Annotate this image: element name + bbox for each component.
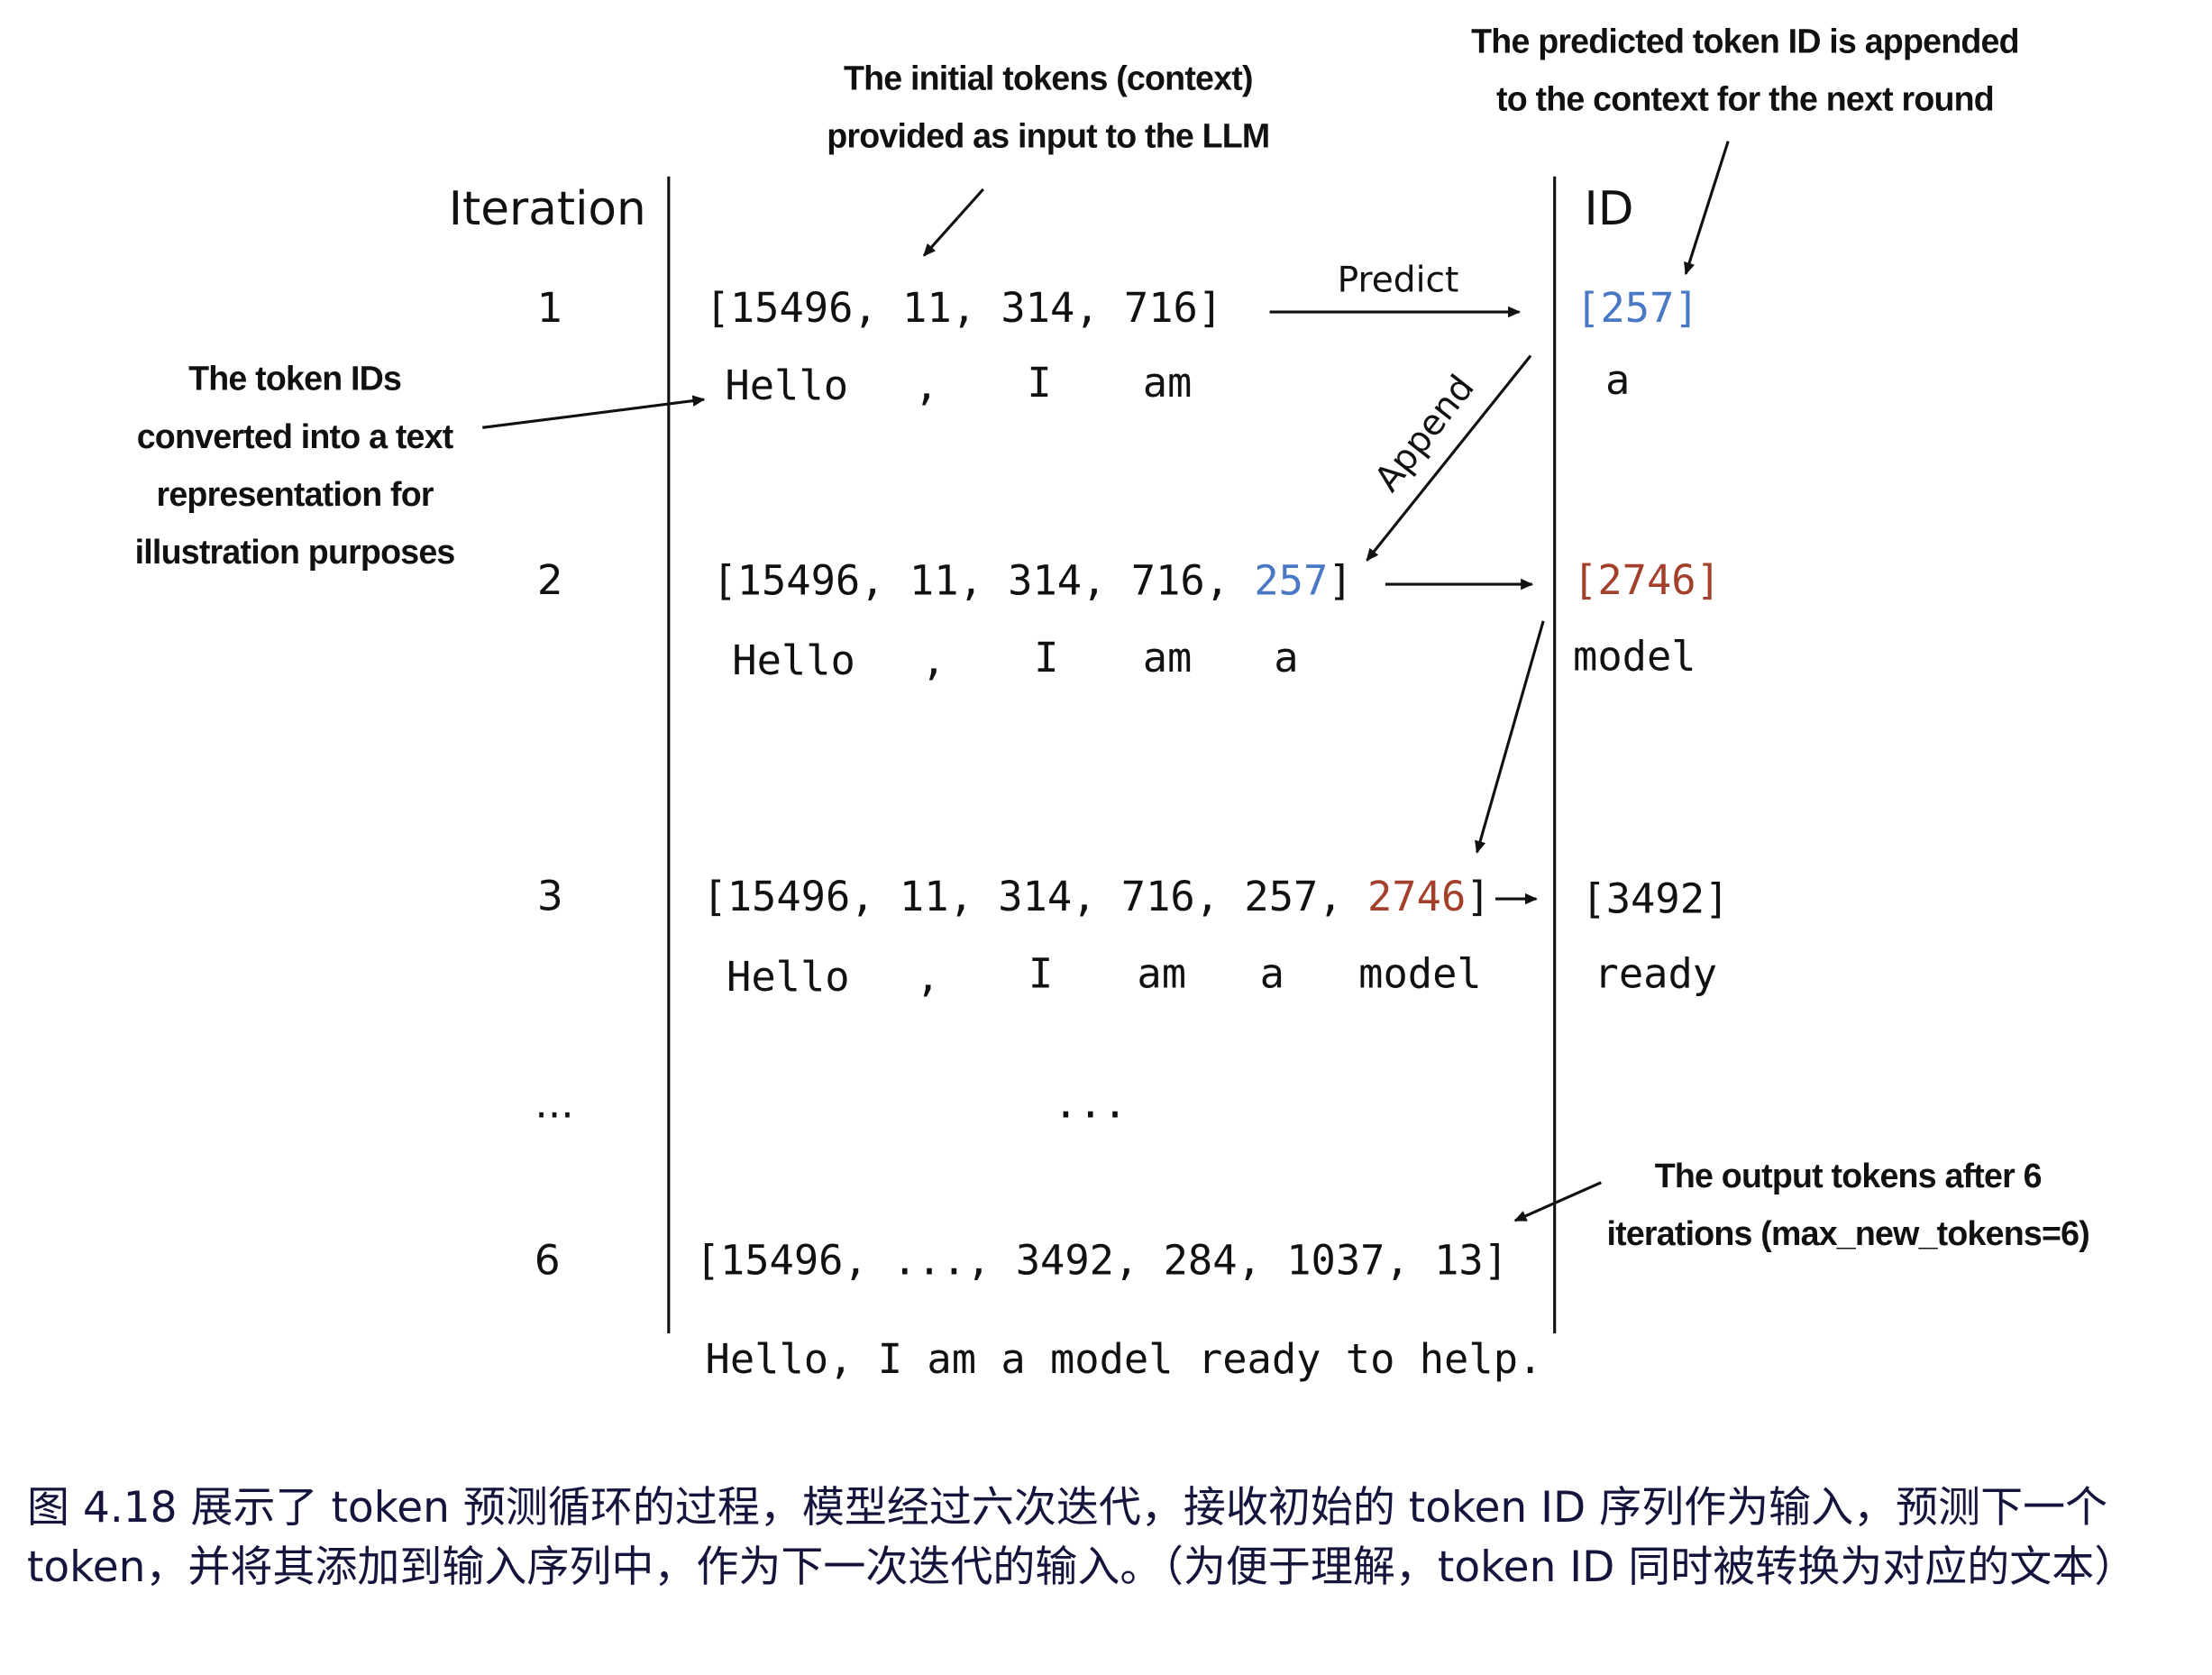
context-annotation: The initial tokens (context) provided as…	[827, 59, 1270, 257]
annotation-line: iterations (max_new_tokens=6)	[1606, 1214, 2089, 1252]
token-id-sequence: [15496, 11, 314, 716]	[706, 284, 1223, 332]
token-text: a	[1274, 634, 1298, 682]
appended-id: 2746	[1367, 873, 1466, 920]
figure-caption: 图 4.18 展示了 token 预测循环的过程，模型经过六次迭代，接收初始的 …	[27, 1483, 2137, 1592]
annotation-line: representation for	[156, 475, 434, 513]
token-text: Hello	[727, 953, 850, 1001]
iteration-1-row: [15496, 11, 314, 716] Hello , I am Predi…	[706, 261, 1699, 409]
ids-suffix: ]	[1328, 556, 1352, 604]
predicted-token: a	[1605, 356, 1630, 404]
annotation-line: to the context for the next round	[1496, 80, 1994, 118]
iteration-2-row: [15496, 11, 314, 716, 257] Hello , I am …	[712, 556, 1721, 684]
appended-arrow	[1684, 141, 1730, 276]
iteration-3-row: [15496, 11, 314, 716, 257, 2746] Hello ,…	[702, 873, 1729, 1001]
token-text: I	[1028, 950, 1053, 998]
token-text: am	[1143, 359, 1193, 407]
annotation-line: The predicted token ID is appended	[1471, 23, 2019, 60]
token-id-sequence: [15496, 11, 314, 716, 257]	[712, 556, 1352, 604]
iteration-6-row: [15496, ..., 3492, 284, 1037, 13] Hello,…	[696, 1236, 1543, 1383]
context-arrow	[922, 188, 985, 257]
annotation-line: The output tokens after 6	[1655, 1157, 2042, 1194]
output-arrow	[1513, 1181, 1602, 1222]
output-annotation: The output tokens after 6 iterations (ma…	[1513, 1157, 2090, 1252]
iteration-number: 3	[537, 873, 563, 920]
ids-prefix: [15496, 11, 314, 716, 257,	[702, 873, 1367, 920]
predicted-id: [257]	[1576, 284, 1699, 332]
predict-label: Predict	[1338, 261, 1459, 301]
predicted-id: [2746]	[1573, 556, 1721, 604]
token-id-sequence: [15496, ..., 3492, 284, 1037, 13]	[696, 1236, 1508, 1284]
token-text: model	[1358, 950, 1482, 998]
annotation-line: The initial tokens (context)	[844, 59, 1253, 96]
sequence-ellipsis: ...	[1054, 1080, 1128, 1128]
appended-id: 257	[1254, 556, 1328, 604]
token-text: I	[1034, 634, 1058, 682]
text-repr-annotation: The token IDs converted into a text repr…	[135, 360, 706, 571]
ids-suffix: ]	[1466, 873, 1490, 920]
ids-prefix: [15496, 11, 314, 716,	[712, 556, 1254, 604]
iteration-number: 1	[537, 284, 563, 332]
annotation-line: converted into a text	[137, 417, 454, 455]
predicted-token: ready	[1595, 950, 1718, 998]
append-label: Append	[1367, 368, 1483, 499]
token-text: ,	[916, 953, 940, 1001]
iteration-number: 2	[537, 556, 563, 604]
token-text: Hello	[732, 636, 855, 684]
append-arrow	[1366, 354, 1532, 562]
token-text: ,	[921, 636, 946, 684]
iteration-ellipsis: ...	[535, 1080, 573, 1128]
predicted-token: model	[1573, 633, 1696, 681]
appended-annotation: The predicted token ID is appended to th…	[1471, 23, 2020, 276]
token-text: Hello	[725, 362, 848, 409]
iteration-header: Iteration	[449, 182, 646, 236]
token-text: am	[1143, 634, 1193, 682]
token-text: ,	[914, 362, 938, 409]
token-text: a	[1260, 950, 1284, 998]
token-text: am	[1137, 950, 1186, 998]
append-arrow-2	[1475, 620, 1545, 854]
annotation-line: The token IDs	[188, 360, 401, 398]
token-id-sequence: [15496, 11, 314, 716, 257, 2746]	[702, 873, 1490, 920]
annotation-line: illustration purposes	[135, 533, 455, 571]
predicted-id: [3492]	[1581, 875, 1729, 923]
final-text: Hello, I am a model ready to help.	[706, 1335, 1543, 1383]
id-header: ID	[1585, 182, 1634, 236]
iteration-number: 6	[535, 1236, 561, 1284]
text-repr-arrow	[482, 395, 706, 429]
token-text: I	[1027, 359, 1051, 407]
annotation-line: provided as input to the LLM	[827, 116, 1269, 154]
